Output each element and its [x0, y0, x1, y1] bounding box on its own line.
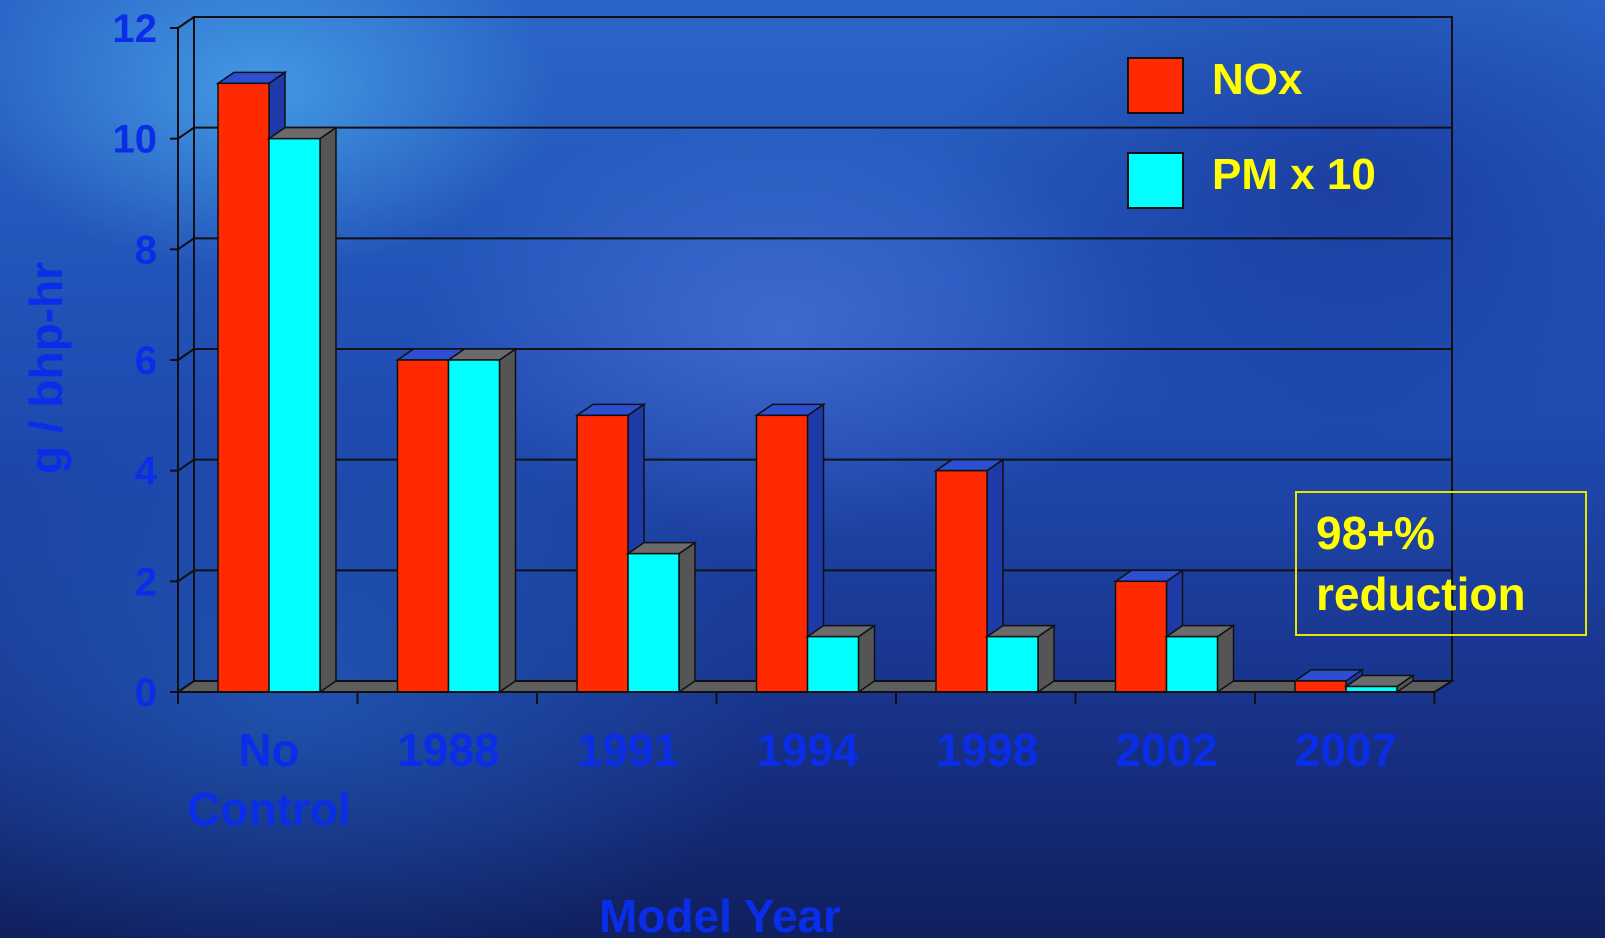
bar-side-pm — [498, 347, 517, 694]
bar-pm — [268, 137, 321, 693]
x-tick-label: No — [238, 724, 299, 776]
x-tick-label: Control — [187, 783, 351, 835]
gridline-side — [177, 126, 195, 140]
bar-nox — [1294, 680, 1347, 693]
bar-nox — [755, 414, 809, 693]
gridline-side — [177, 237, 195, 251]
y-tick-label: 6 — [135, 339, 157, 383]
bar-side-pm — [319, 126, 337, 694]
legend-swatch-nox — [1127, 57, 1184, 114]
bar-side-pm — [678, 541, 696, 694]
bar-nox — [576, 414, 629, 693]
bar-nox — [935, 469, 988, 693]
bar-nox — [1114, 580, 1168, 693]
y-tick-label: 2 — [135, 560, 157, 604]
bar-pm — [1165, 635, 1219, 693]
y-tick-label: 10 — [113, 118, 158, 162]
y-tick-label: 12 — [113, 7, 158, 51]
x-tick-label: 1988 — [397, 724, 499, 776]
bar-pm — [986, 635, 1039, 693]
x-tick-label: 2002 — [1115, 724, 1217, 776]
y-tick-label: 0 — [135, 671, 157, 715]
bar-pm — [447, 359, 501, 693]
bar-nox — [217, 82, 270, 693]
y-tick-label: 8 — [135, 228, 157, 272]
legend-label-pm: PM x 10 — [1212, 150, 1376, 199]
gridline-side — [177, 348, 195, 361]
axis-layer: 0 2 4 6 8 10 12 No Control 1988 1991 1994 1998 2002 20… — [113, 7, 1436, 835]
gridline-side — [177, 569, 195, 583]
bar-pm — [627, 552, 680, 693]
gridline-side — [177, 458, 195, 472]
bar-nox — [396, 359, 450, 693]
bar-pm — [806, 635, 860, 693]
gridline-side — [177, 16, 195, 29]
x-tick-label: 1991 — [577, 724, 679, 776]
legend-swatch-pm — [1127, 152, 1184, 209]
x-tick-label: 1994 — [756, 724, 859, 776]
bars-layer — [215, 70, 1416, 694]
callout-line-2: reduction — [1316, 568, 1526, 620]
y-axis-title: g / bhp-hr — [20, 262, 72, 474]
x-tick-label: 2007 — [1295, 724, 1397, 776]
legend: NOx PM x 10 — [1127, 55, 1376, 209]
x-axis-title: Model Year — [599, 890, 841, 938]
reduction-callout: 98+% reduction — [1295, 491, 1587, 636]
y-tick-label: 4 — [135, 450, 158, 494]
x-tick-label: 1998 — [936, 724, 1038, 776]
legend-label-nox: NOx — [1212, 55, 1303, 104]
callout-line-1: 98+% — [1316, 507, 1435, 559]
